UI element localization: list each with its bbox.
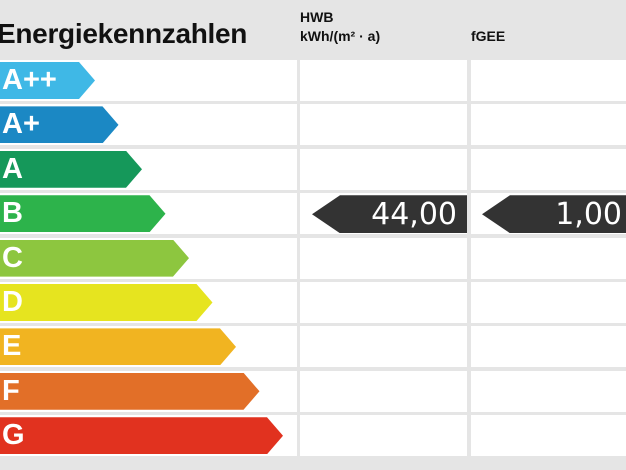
hwb-cell xyxy=(300,282,467,323)
hwb-cell xyxy=(300,104,467,146)
class-arrow-aplusplus: A++ xyxy=(0,62,95,99)
hwb-cell xyxy=(300,326,467,368)
fgee-column-header: fGEE xyxy=(471,27,505,46)
class-arrow-e: E xyxy=(0,328,236,366)
class-arrow-a: A xyxy=(0,150,142,188)
class-arrow-aplus: A+ xyxy=(0,106,119,144)
fgee-cell xyxy=(471,148,626,190)
hwb-cell xyxy=(300,370,467,412)
hwb-cell xyxy=(300,237,467,279)
class-arrow-g: G xyxy=(0,417,283,455)
hwb-cell xyxy=(300,60,467,101)
hwb-cell xyxy=(300,148,467,190)
class-arrow-c: C xyxy=(0,239,189,277)
hwb-label: HWB xyxy=(300,9,334,25)
fgee-cell xyxy=(471,415,626,457)
class-arrow-d: D xyxy=(0,284,213,321)
hwb-cell xyxy=(300,415,467,457)
fgee-cell xyxy=(471,282,626,323)
fgee-cell xyxy=(471,104,626,146)
fgee-cell xyxy=(471,326,626,368)
hwb-column-header: HWB kWh/(m² · a) xyxy=(300,8,380,46)
hwb-unit: kWh/(m² · a) xyxy=(300,28,381,44)
fgee-cell xyxy=(471,370,626,412)
class-arrow-b: B xyxy=(0,195,166,233)
fgee-cell xyxy=(471,237,626,279)
hwb-value-marker: 44,00 xyxy=(312,195,467,234)
fgee-cell xyxy=(471,60,626,101)
fgee-value-marker: 1,00 xyxy=(482,195,626,234)
fgee-label: fGEE xyxy=(471,28,506,44)
page-title: Energiekennzahlen xyxy=(0,18,248,49)
class-arrow-f: F xyxy=(0,372,260,410)
